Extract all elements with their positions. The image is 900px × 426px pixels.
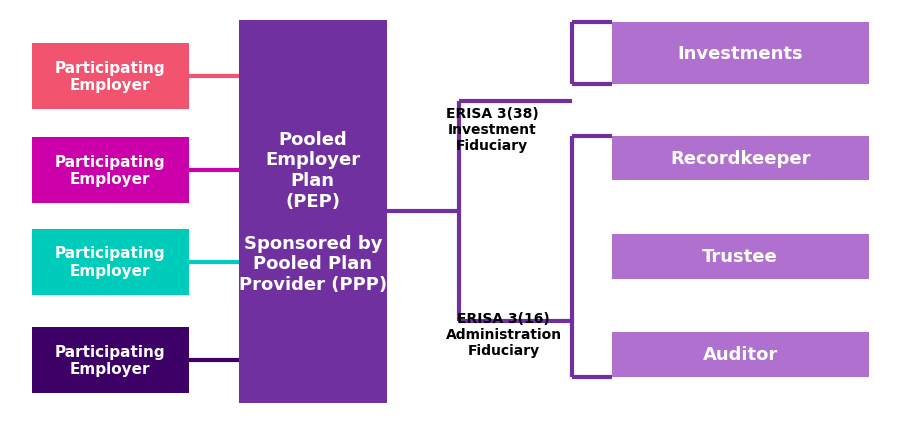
FancyBboxPatch shape	[612, 234, 868, 279]
Text: Trustee: Trustee	[702, 248, 778, 266]
FancyBboxPatch shape	[612, 332, 868, 377]
Text: ERISA 3(38)
Investment
Fiduciary: ERISA 3(38) Investment Fiduciary	[446, 107, 538, 153]
FancyBboxPatch shape	[612, 23, 868, 85]
FancyBboxPatch shape	[32, 327, 189, 393]
FancyBboxPatch shape	[32, 229, 189, 295]
Text: Participating
Employer: Participating Employer	[55, 246, 166, 278]
FancyBboxPatch shape	[32, 137, 189, 204]
Text: Participating
Employer: Participating Employer	[55, 60, 166, 93]
Text: Participating
Employer: Participating Employer	[55, 344, 166, 376]
Text: Auditor: Auditor	[703, 345, 778, 364]
Text: Pooled
Employer
Plan
(PEP)

Sponsored by
Pooled Plan
Provider (PPP): Pooled Employer Plan (PEP) Sponsored by …	[238, 130, 387, 294]
FancyBboxPatch shape	[32, 43, 189, 109]
FancyBboxPatch shape	[612, 136, 868, 181]
Text: Participating
Employer: Participating Employer	[55, 154, 166, 187]
FancyBboxPatch shape	[238, 21, 387, 403]
Text: ERISA 3(16)
Administration
Fiduciary: ERISA 3(16) Administration Fiduciary	[446, 311, 562, 357]
Text: Recordkeeper: Recordkeeper	[670, 150, 811, 168]
Text: Investments: Investments	[678, 45, 803, 63]
